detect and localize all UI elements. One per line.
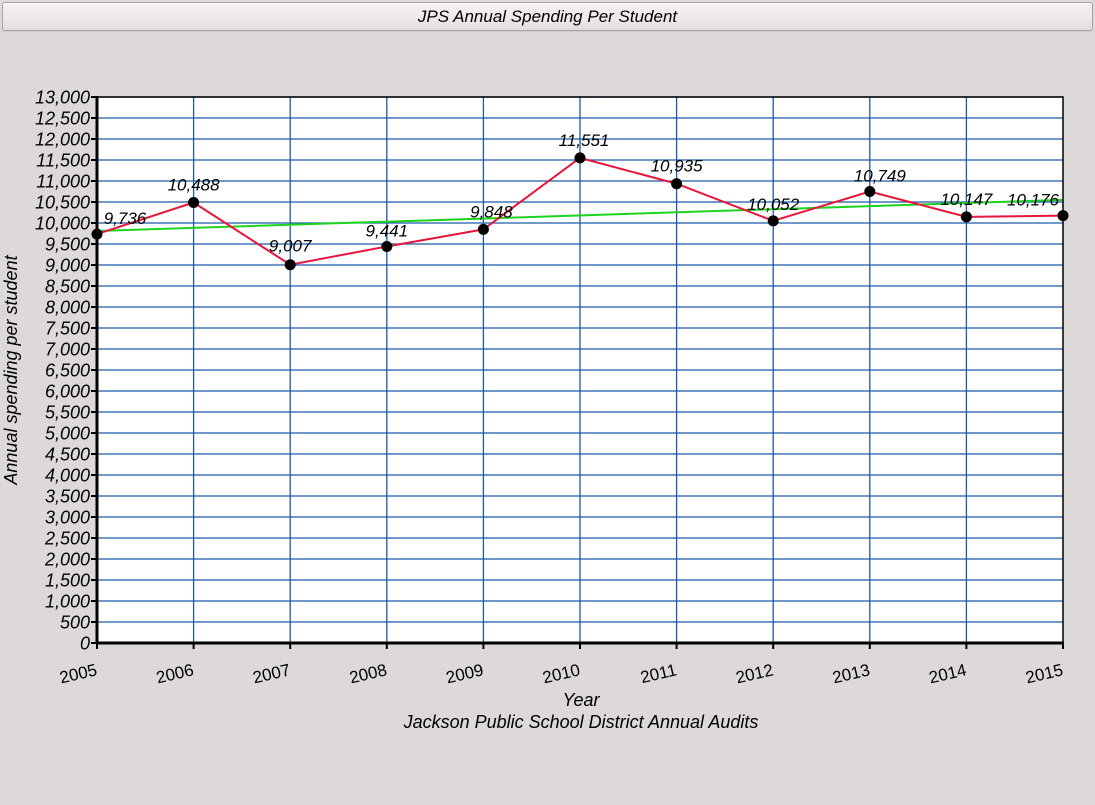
chart-title-bar: JPS Annual Spending Per Student [2, 2, 1093, 31]
data-point-marker [671, 178, 683, 190]
chart-source-caption: Jackson Public School District Annual Au… [403, 712, 759, 732]
y-tick-label: 3,500 [45, 487, 90, 507]
data-point-label: 9,441 [366, 221, 409, 240]
y-tick-label: 500 [60, 613, 90, 633]
y-tick-label: 1,000 [45, 592, 90, 612]
x-tick-label: 2006 [154, 660, 195, 687]
y-tick-label: 3,000 [45, 508, 90, 528]
data-point-label: 10,052 [747, 195, 800, 214]
y-tick-label: 5,500 [45, 403, 90, 423]
x-tick-label: 2015 [1024, 660, 1065, 687]
data-point-marker [381, 240, 393, 252]
y-tick-label: 2,000 [44, 550, 90, 570]
data-point-label: 9,736 [104, 209, 147, 228]
x-tick-label: 2010 [541, 660, 582, 687]
y-axis-title: Annual spending per student [1, 254, 21, 485]
y-tick-label: 8,000 [45, 298, 90, 318]
x-tick-label: 2012 [734, 660, 775, 687]
y-tick-label: 12,000 [35, 130, 90, 150]
y-tick-label: 11,000 [36, 172, 90, 192]
x-axis-ticks: 2005 2006 2007 2008 2009 2010 2011 2012 2013 2014… [58, 643, 1065, 687]
x-tick-label: 2009 [444, 660, 485, 687]
y-tick-label: 2,500 [44, 529, 90, 549]
x-tick-label: 2014 [927, 660, 968, 687]
chart-title: JPS Annual Spending Per Student [417, 6, 678, 26]
y-tick-label: 4,500 [45, 445, 90, 465]
data-point-marker [284, 259, 296, 271]
data-point-label: 9,007 [269, 237, 312, 256]
y-tick-label: 4,000 [45, 466, 90, 486]
data-point-label: 10,176 [1007, 191, 1060, 210]
data-point-marker [477, 223, 489, 235]
data-point-marker [767, 215, 779, 227]
y-tick-label: 9,500 [45, 235, 90, 255]
y-tick-label: 7,500 [45, 319, 90, 339]
y-tick-label: 6,000 [45, 382, 90, 402]
data-point-marker [960, 211, 972, 223]
y-tick-label: 12,500 [35, 109, 90, 129]
y-tick-label: 5,000 [45, 424, 90, 444]
x-axis-title: Year [562, 690, 600, 710]
y-tick-label: 6,500 [45, 361, 90, 381]
data-point-label: 10,749 [854, 167, 907, 186]
data-point-label: 11,551 [559, 131, 610, 150]
y-tick-label: 1,500 [45, 571, 90, 591]
x-tick-label: 2007 [251, 660, 292, 687]
x-tick-label: 2005 [58, 660, 99, 687]
data-point-label: 10,147 [940, 190, 993, 209]
data-point-marker [864, 186, 876, 198]
data-labels: 9,736 10,488 9,007 9,441 9,848 11,551 10,935 10… [104, 131, 1060, 256]
y-tick-label: 10,000 [35, 214, 90, 234]
x-tick-label: 2008 [348, 660, 389, 687]
y-tick-label: 8,500 [45, 277, 90, 297]
y-tick-label: 11,500 [36, 151, 90, 171]
data-point-label: 10,935 [651, 157, 704, 176]
y-tick-label: 9,000 [45, 256, 90, 276]
y-tick-label: 10,500 [35, 193, 90, 213]
x-tick-label: 2011 [639, 660, 679, 687]
data-point-marker [574, 152, 586, 164]
y-tick-label: 0 [80, 634, 90, 654]
y-tick-label: 13,000 [35, 88, 90, 108]
y-tick-label: 7,000 [45, 340, 90, 360]
grid-lines [97, 96, 1063, 643]
data-point-marker [188, 197, 200, 209]
x-tick-label: 2013 [831, 660, 872, 687]
data-point-label: 10,488 [168, 176, 221, 195]
y-axis-ticks: 05001,0001,5002,0002,5003,0003,5004,0004… [35, 88, 97, 654]
data-point-label: 9,848 [470, 202, 513, 221]
trend-line [96, 198, 1064, 232]
